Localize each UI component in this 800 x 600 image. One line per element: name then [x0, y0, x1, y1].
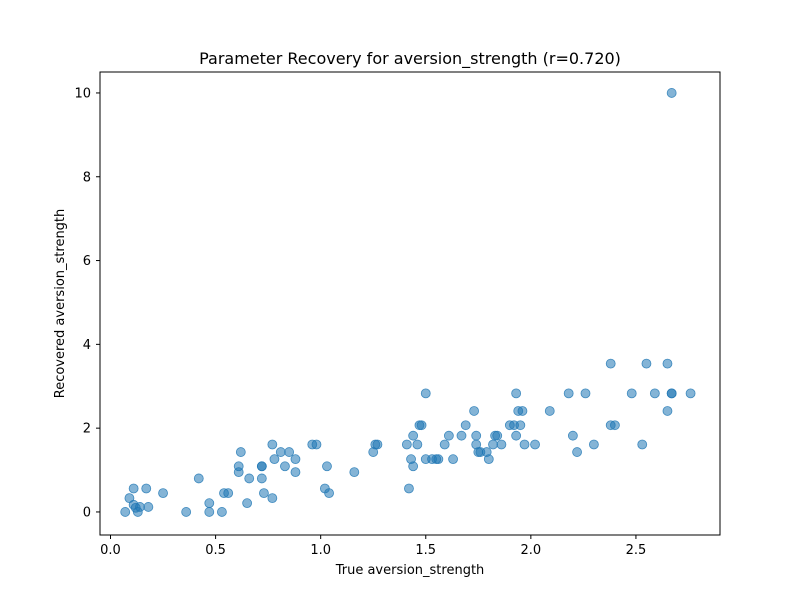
data-point	[572, 447, 582, 457]
data-point	[460, 420, 471, 431]
data-point	[280, 461, 290, 472]
data-point	[290, 467, 301, 478]
data-point	[563, 388, 574, 399]
y-tick-label: 10	[74, 86, 91, 101]
data-point	[290, 454, 301, 465]
data-point	[120, 507, 131, 517]
data-point	[649, 388, 660, 399]
data-point	[456, 430, 467, 441]
data-point	[666, 88, 677, 98]
data-point	[404, 483, 414, 494]
data-point	[637, 439, 648, 450]
y-tick-label: 4	[83, 338, 91, 353]
x-tick-label: 0.5	[205, 543, 226, 558]
data-point	[605, 358, 616, 369]
data-point	[433, 454, 444, 465]
data-point	[511, 388, 522, 399]
plot-frame	[99, 71, 721, 536]
data-point	[567, 430, 578, 441]
data-point	[141, 483, 152, 494]
y-tick-label: 6	[83, 254, 91, 269]
data-point	[420, 388, 431, 399]
x-tick-label: 1.5	[415, 543, 436, 558]
chart-title: Parameter Recovery for aversion_strength…	[199, 49, 621, 69]
data-point	[439, 439, 450, 450]
data-point	[267, 439, 278, 450]
data-point	[135, 502, 145, 512]
data-point	[204, 498, 215, 509]
data-points	[120, 88, 696, 517]
data-point	[544, 406, 555, 416]
data-point	[256, 473, 267, 484]
data-point	[662, 406, 673, 416]
data-point	[483, 454, 494, 465]
data-point	[256, 461, 267, 472]
x-axis-label: True aversion_strength	[335, 563, 485, 578]
data-point	[662, 358, 673, 369]
data-point	[244, 473, 255, 484]
data-point	[416, 420, 427, 431]
data-point	[408, 430, 419, 441]
data-point	[580, 388, 591, 399]
data-point	[158, 488, 168, 499]
data-point	[269, 454, 280, 465]
data-point	[519, 439, 530, 450]
data-point	[666, 388, 677, 399]
data-point	[223, 488, 234, 499]
x-axis-ticks: 0.0 0.5 1.0 1.5 2.0 2.5	[100, 535, 646, 558]
data-point	[259, 488, 269, 499]
data-point	[626, 388, 637, 399]
data-point	[233, 467, 244, 478]
data-point	[488, 439, 498, 450]
data-point	[496, 439, 507, 450]
data-point	[641, 358, 652, 369]
data-point	[515, 420, 526, 431]
data-point	[372, 439, 383, 450]
data-point	[322, 461, 332, 472]
data-point	[267, 493, 278, 504]
data-point	[204, 507, 215, 517]
data-point	[235, 447, 246, 457]
data-point	[517, 406, 528, 416]
data-point	[324, 488, 334, 499]
data-point	[469, 406, 480, 416]
data-point	[448, 454, 458, 465]
x-tick-label: 2.0	[521, 543, 542, 558]
y-axis-ticks: 0 2 4 6 8 10	[74, 86, 100, 520]
data-point	[589, 439, 599, 450]
data-point	[143, 502, 154, 512]
data-point	[193, 473, 204, 484]
data-point	[284, 447, 295, 457]
data-point	[216, 507, 227, 517]
data-point	[443, 430, 454, 441]
data-point	[349, 467, 360, 478]
data-point	[401, 439, 412, 450]
y-tick-label: 0	[83, 505, 91, 520]
data-point	[275, 447, 286, 457]
data-point	[471, 430, 482, 441]
y-axis-label: Recovered aversion_strength	[53, 209, 68, 399]
y-tick-label: 2	[83, 422, 91, 437]
data-point	[610, 420, 620, 431]
x-tick-label: 1.0	[310, 543, 331, 558]
data-point	[128, 483, 139, 494]
data-point	[685, 388, 696, 399]
data-point	[412, 439, 423, 450]
data-point	[181, 507, 192, 517]
x-tick-label: 2.5	[626, 543, 647, 558]
data-point	[492, 430, 503, 441]
data-point	[530, 439, 540, 450]
y-tick-label: 8	[83, 170, 91, 185]
data-point	[242, 498, 253, 509]
x-tick-label: 0.0	[100, 543, 121, 558]
data-point	[511, 430, 522, 441]
data-point	[408, 461, 419, 472]
data-point	[311, 439, 322, 450]
